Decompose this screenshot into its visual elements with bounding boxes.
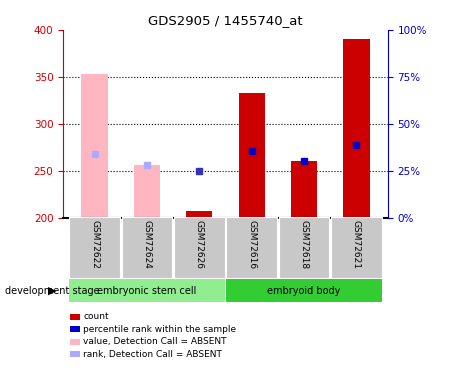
Text: GSM72622: GSM72622 <box>90 220 99 269</box>
Bar <box>174 217 225 278</box>
Text: development stage: development stage <box>5 286 99 296</box>
Bar <box>82 74 108 217</box>
Bar <box>239 93 265 218</box>
Bar <box>226 217 277 278</box>
Text: GSM72626: GSM72626 <box>195 220 204 270</box>
Text: embryonic stem cell: embryonic stem cell <box>97 286 197 296</box>
Text: percentile rank within the sample: percentile rank within the sample <box>83 325 237 334</box>
Text: embryoid body: embryoid body <box>267 286 341 296</box>
Bar <box>343 39 369 218</box>
Text: GSM72621: GSM72621 <box>352 220 361 270</box>
Text: GSM72618: GSM72618 <box>299 220 308 270</box>
Bar <box>134 165 160 218</box>
Bar <box>121 217 172 278</box>
Bar <box>226 279 382 302</box>
Text: ▶: ▶ <box>48 286 56 296</box>
Text: rank, Detection Call = ABSENT: rank, Detection Call = ABSENT <box>83 350 222 358</box>
Bar <box>331 217 382 278</box>
Text: GSM72624: GSM72624 <box>143 220 152 269</box>
Bar <box>69 217 120 278</box>
Bar <box>186 211 212 218</box>
Bar <box>69 279 225 302</box>
Text: GSM72616: GSM72616 <box>247 220 256 270</box>
Bar <box>291 161 317 218</box>
Bar <box>279 217 330 278</box>
Text: count: count <box>83 312 109 321</box>
Title: GDS2905 / 1455740_at: GDS2905 / 1455740_at <box>148 15 303 27</box>
Text: value, Detection Call = ABSENT: value, Detection Call = ABSENT <box>83 337 227 346</box>
